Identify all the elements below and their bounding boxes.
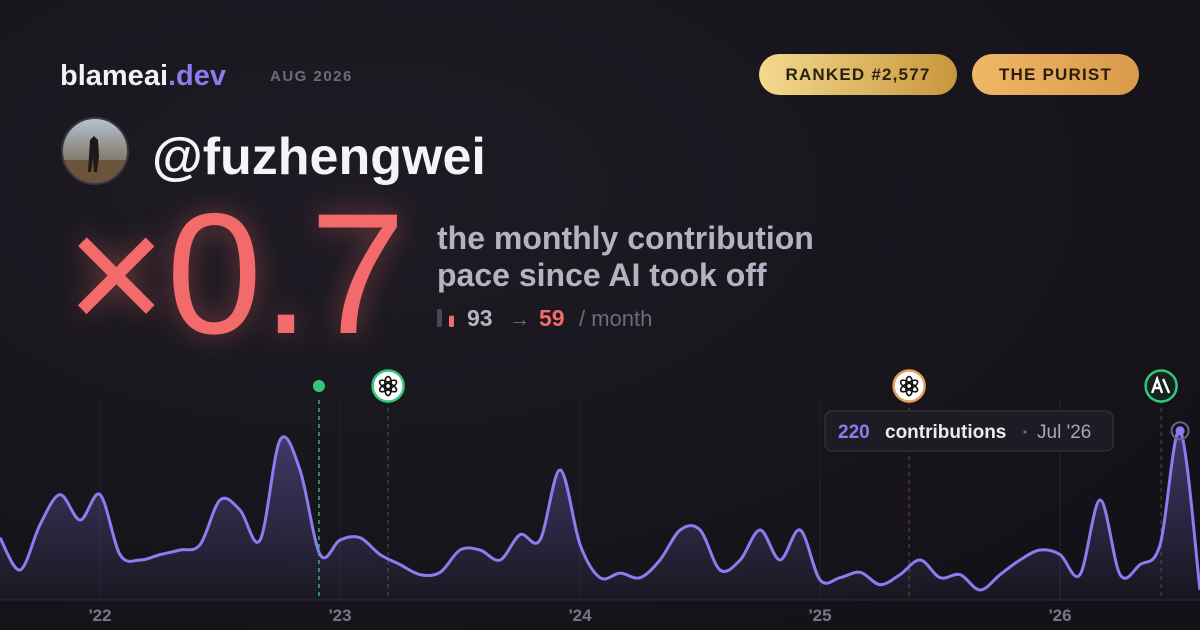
highlight-dot [1175,426,1185,436]
icon-petal [378,379,393,390]
unit: / month [579,306,652,331]
line [0,429,1200,592]
tooltip-sep [1023,430,1027,434]
after-value: 59 [539,305,565,331]
period: AUG 2026 [270,68,353,85]
x-tick-label: '25 [809,606,832,625]
tooltip-date: Jul '26 [1037,422,1091,443]
icon-glyph [1150,375,1171,394]
event-dot [312,380,325,392]
stats: 93 → 59 / month [437,305,652,331]
brand: blameai.dev [60,60,226,92]
x-tick-label: '24 [569,606,592,625]
type-badge: THE PURIST [999,65,1112,84]
event-icon [892,369,926,403]
badge-bg [972,54,1139,95]
tooltip-label: contributions [885,422,1006,443]
event-icon [371,369,405,403]
before-value: 93 [467,305,493,331]
rank-badge: RANKED #2,577 [785,65,930,84]
tooltip-bg [824,410,1114,452]
icon-petal [899,379,914,390]
arrow: → [509,308,530,331]
x-tick-label: '22 [89,606,112,625]
chart: '22 '23 '24 '25 '26 220 contributions Jul '26 [0,369,1200,625]
description-line: pace since AI took off [437,257,767,293]
x-tick-label: '23 [329,606,352,625]
before-bar [437,309,442,327]
handle: @fuzhengwei [152,128,486,186]
event-icon [1144,369,1178,403]
brand-tld: .dev [168,60,226,92]
multiplier: ×0.7 [66,178,406,370]
x-tick-label: '26 [1049,606,1072,625]
badge-bg [759,54,957,95]
description-line: the monthly contribution [437,220,814,256]
tooltip-value: 220 [838,422,870,443]
multiplier-glow: ×0.7 [66,178,406,370]
brand-name: blameai [60,60,168,92]
avatar-ring [61,117,129,185]
highlight-ring [1170,421,1190,441]
after-bar [449,315,454,327]
